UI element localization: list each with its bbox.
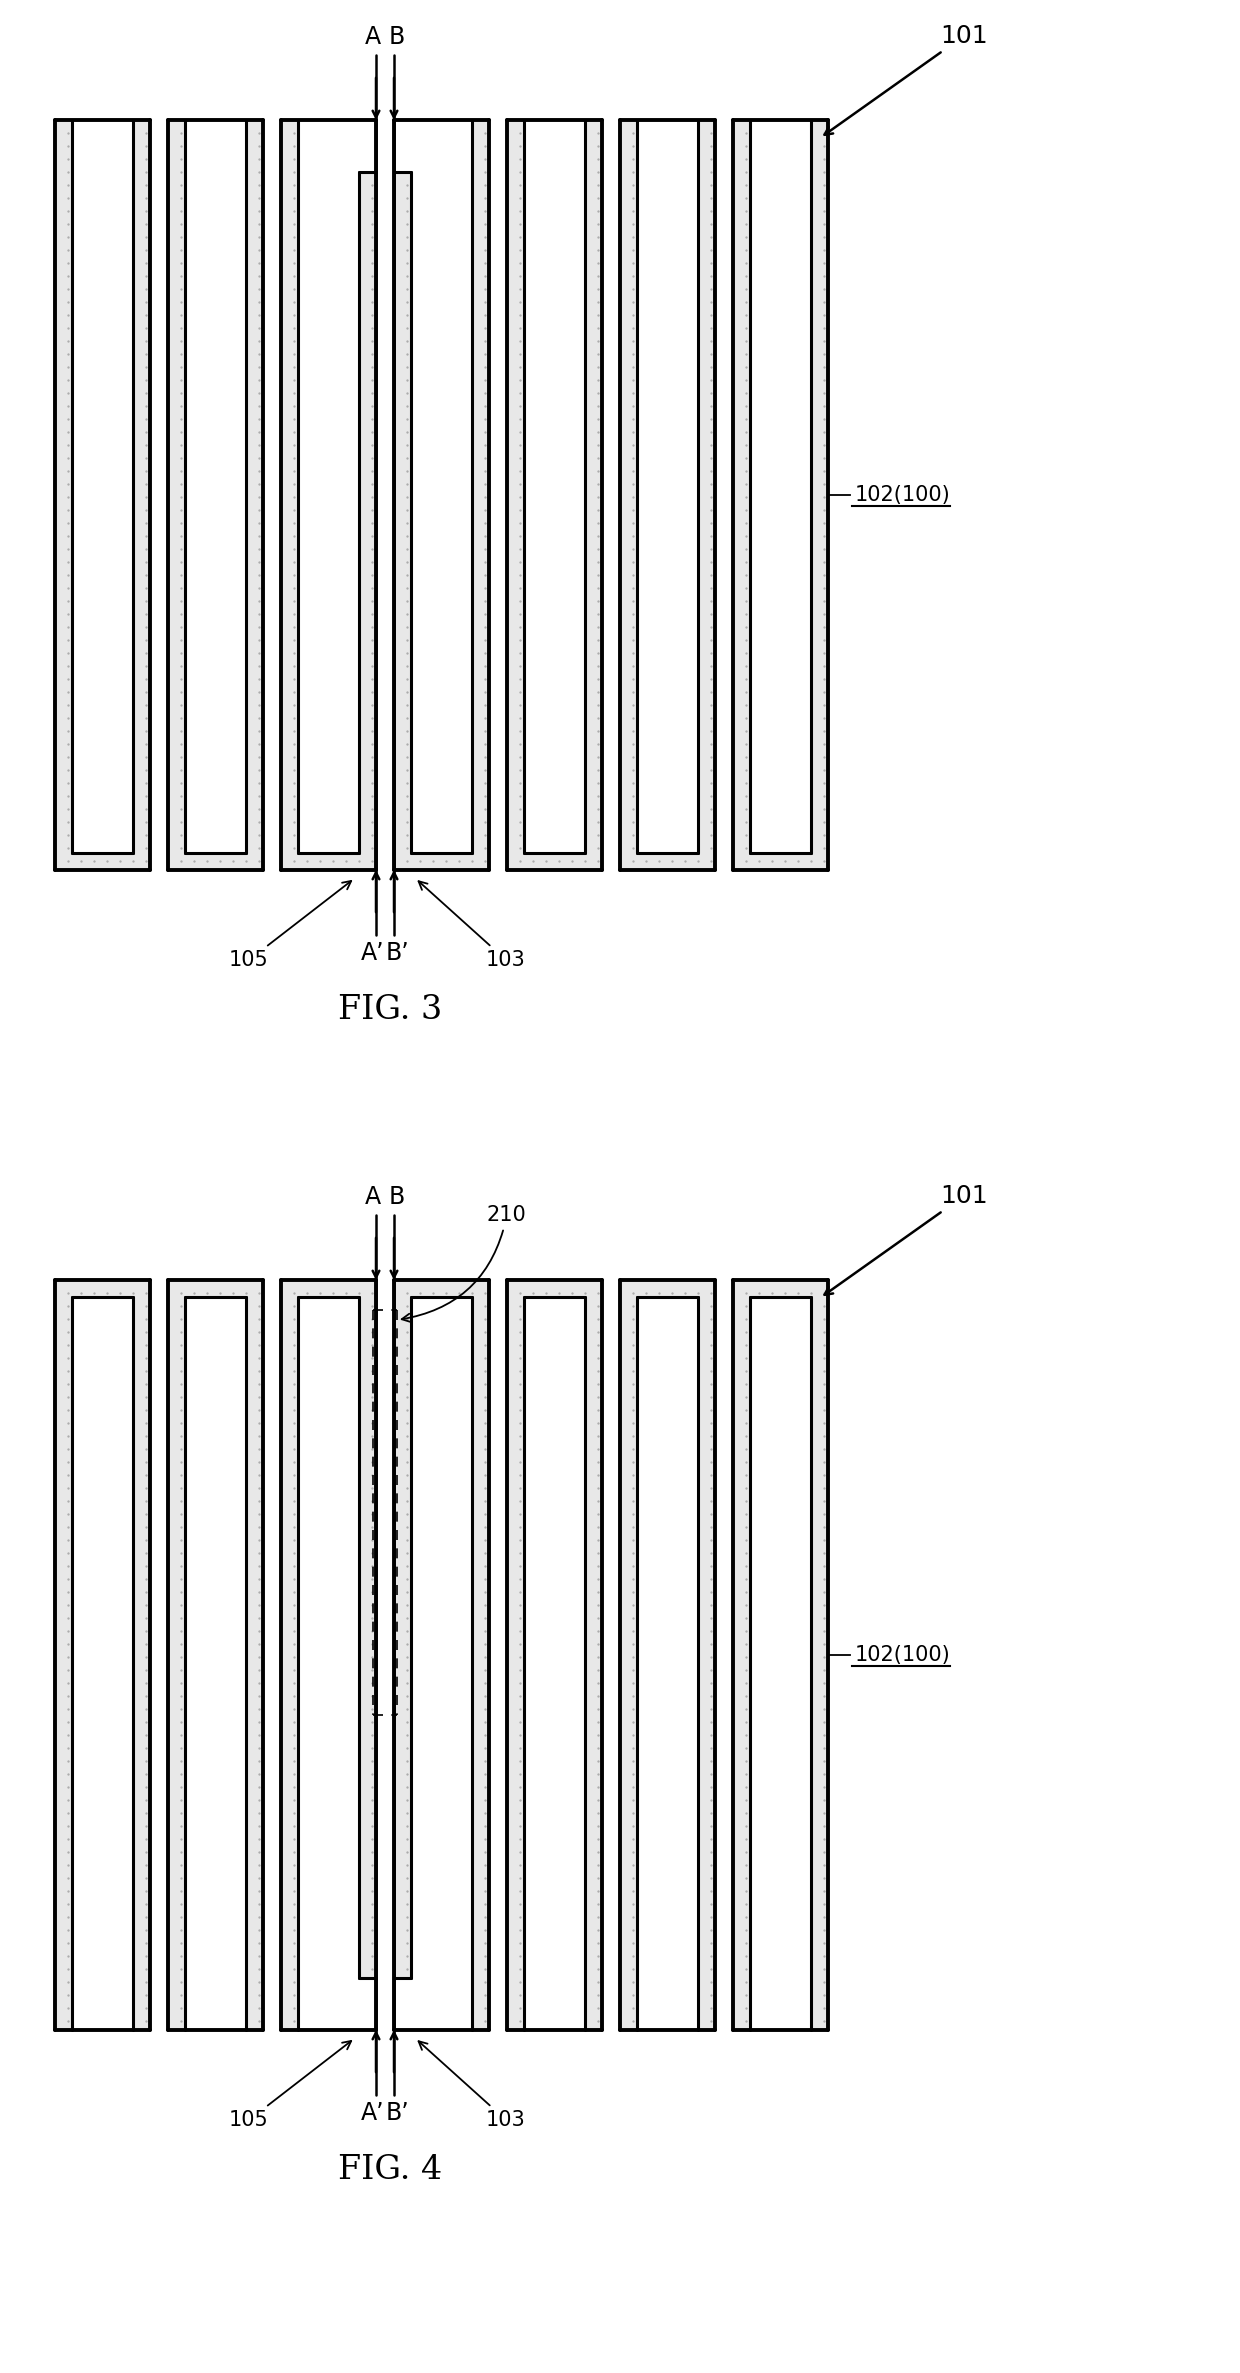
Bar <box>281 121 376 871</box>
Bar <box>733 121 828 871</box>
Text: A: A <box>365 1184 381 1208</box>
Bar <box>507 121 601 871</box>
Text: A: A <box>365 26 381 50</box>
Bar <box>637 121 698 852</box>
Bar <box>525 1298 585 2029</box>
Bar <box>281 1279 376 2029</box>
Bar <box>733 1279 828 2029</box>
Bar <box>298 1298 360 2029</box>
Text: 103: 103 <box>419 2041 526 2131</box>
Bar <box>410 121 472 852</box>
Bar <box>167 121 263 871</box>
Text: 101: 101 <box>825 1184 987 1296</box>
Text: 105: 105 <box>229 2041 351 2131</box>
Text: 105: 105 <box>229 880 351 971</box>
Bar <box>55 121 150 871</box>
Bar <box>185 1298 246 2029</box>
Bar <box>750 1298 811 2029</box>
Bar <box>298 121 360 852</box>
Bar <box>750 121 811 852</box>
Text: 101: 101 <box>825 24 987 135</box>
Text: B: B <box>389 1184 405 1208</box>
Bar <box>72 1298 133 2029</box>
Text: 103: 103 <box>419 880 526 971</box>
Bar <box>410 1298 472 2029</box>
Text: FIG. 3: FIG. 3 <box>337 994 443 1025</box>
Bar <box>394 121 410 171</box>
Bar <box>72 121 133 852</box>
Text: A’: A’ <box>361 2100 384 2124</box>
Bar <box>167 1279 263 2029</box>
Text: 210: 210 <box>402 1205 527 1322</box>
Text: FIG. 4: FIG. 4 <box>339 2155 443 2186</box>
Text: B: B <box>389 26 405 50</box>
Text: B’: B’ <box>386 942 409 966</box>
Bar <box>185 121 246 852</box>
Bar <box>507 1279 601 2029</box>
Bar <box>620 121 715 871</box>
Bar <box>394 1979 410 2029</box>
Bar <box>394 1279 489 2029</box>
Text: 102(100): 102(100) <box>856 484 951 505</box>
Bar <box>394 121 489 871</box>
Text: 102(100): 102(100) <box>856 1644 951 1666</box>
Bar <box>637 1298 698 2029</box>
Bar <box>360 121 376 171</box>
Text: B’: B’ <box>386 2100 409 2124</box>
Bar <box>525 121 585 852</box>
Bar <box>620 1279 715 2029</box>
Bar <box>360 1979 376 2029</box>
Text: A’: A’ <box>361 942 384 966</box>
Bar <box>55 1279 150 2029</box>
